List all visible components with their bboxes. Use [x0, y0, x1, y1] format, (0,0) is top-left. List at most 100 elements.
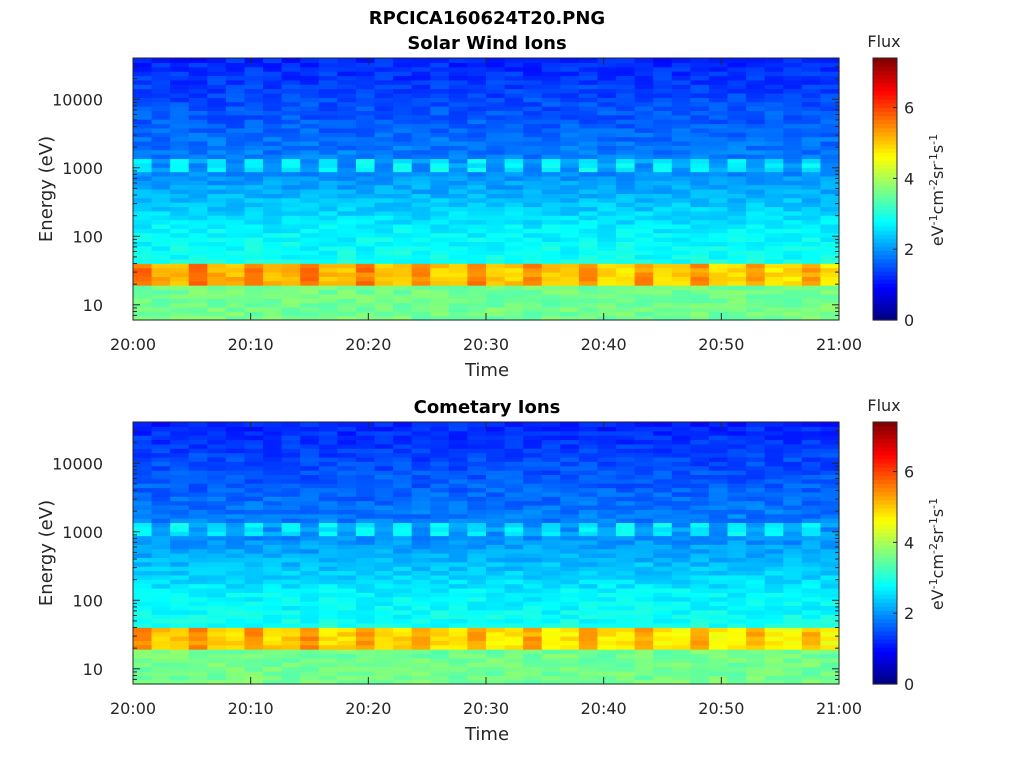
colorbar-step: [873, 516, 897, 521]
colorbar-step: [873, 221, 897, 227]
heatmap-cell: [727, 228, 747, 234]
heatmap-cell: [560, 522, 580, 528]
heatmap-cell: [448, 592, 469, 598]
heatmap-cell: [355, 478, 376, 484]
heatmap-cell: [244, 140, 264, 146]
heatmap-cell: [764, 426, 784, 432]
heatmap-cell: [820, 640, 840, 646]
heatmap-cell: [244, 293, 264, 299]
heatmap-cell: [616, 430, 636, 436]
heatmap-cell: [337, 653, 357, 659]
heatmap-cell: [170, 311, 190, 317]
heatmap-cell: [783, 127, 803, 133]
heatmap-cell: [783, 136, 803, 142]
heatmap-cell: [151, 75, 171, 81]
heatmap-cell: [541, 657, 561, 663]
heatmap-cell: [467, 311, 487, 317]
heatmap-cell: [467, 653, 487, 659]
heatmap-cell: [597, 614, 617, 620]
heatmap-cell: [504, 587, 524, 593]
heatmap-cell: [244, 71, 264, 77]
heatmap-cell: [374, 106, 394, 111]
heatmap-cell: [671, 557, 691, 563]
heatmap-cell: [467, 574, 487, 580]
heatmap-cell: [820, 175, 840, 181]
heatmap-cell: [578, 114, 599, 120]
heatmap-cell: [300, 136, 320, 142]
heatmap-cell: [281, 496, 301, 502]
heatmap-cell: [690, 618, 710, 624]
heatmap-cell: [486, 649, 506, 655]
heatmap-cell: [783, 553, 803, 558]
heatmap-cell: [783, 210, 803, 216]
heatmap-cell: [653, 75, 673, 81]
heatmap-cell: [448, 306, 469, 312]
heatmap-cell: [486, 653, 506, 659]
heatmap-cell: [541, 487, 561, 493]
heatmap-cell: [783, 627, 803, 633]
heatmap-cell: [393, 662, 413, 668]
heatmap-cell: [616, 483, 636, 489]
heatmap-cell: [746, 422, 766, 427]
heatmap-cell: [820, 101, 840, 107]
heatmap-cell: [727, 579, 747, 585]
heatmap-cell: [188, 254, 208, 260]
heatmap-cell: [374, 75, 394, 81]
heatmap-cell: [318, 627, 338, 633]
heatmap-cell: [337, 496, 357, 502]
heatmap-cell: [411, 114, 431, 120]
heatmap-cell: [523, 504, 543, 510]
heatmap-cell: [244, 539, 264, 545]
heatmap-cell: [467, 583, 487, 589]
heatmap-cell: [188, 448, 208, 454]
heatmap-cell: [653, 666, 673, 672]
heatmap-cell: [337, 679, 357, 685]
heatmap-cell: [448, 426, 469, 432]
heatmap-cell: [634, 258, 654, 264]
heatmap-cell: [411, 583, 431, 589]
heatmap-cell: [727, 574, 747, 580]
heatmap-cell: [690, 180, 710, 186]
heatmap-cell: [541, 618, 561, 624]
heatmap-cell: [801, 58, 822, 63]
heatmap-cell: [337, 106, 357, 111]
heatmap-cell: [783, 509, 803, 515]
heatmap-cell: [467, 513, 487, 519]
heatmap-cell: [225, 123, 246, 129]
heatmap-cell: [244, 605, 264, 611]
heatmap-cell: [133, 276, 153, 282]
heatmap-cell: [486, 311, 506, 317]
heatmap-cell: [560, 184, 580, 190]
heatmap-cell: [801, 306, 822, 312]
heatmap-cell: [263, 241, 283, 247]
heatmap-cell: [225, 614, 246, 620]
heatmap-cell: [616, 487, 636, 493]
heatmap-cell: [764, 232, 784, 238]
heatmap-cell: [151, 474, 171, 480]
heatmap-cell: [151, 504, 171, 510]
heatmap-cell: [151, 587, 171, 593]
heatmap-cell: [764, 592, 784, 598]
heatmap-cell: [504, 504, 524, 510]
heatmap-cell: [486, 197, 506, 203]
heatmap-cell: [430, 596, 450, 602]
heatmap-cell: [541, 306, 561, 312]
colorbar-step: [873, 311, 897, 317]
heatmap-cell: [188, 293, 208, 299]
heatmap-cell: [188, 219, 208, 225]
heatmap-cell: [393, 553, 413, 558]
heatmap-cell: [597, 97, 617, 103]
heatmap-cell: [578, 531, 599, 537]
heatmap-cell: [486, 666, 506, 672]
heatmap-cell: [318, 232, 338, 238]
heatmap-cell: [504, 241, 524, 247]
heatmap-cell: [801, 289, 822, 295]
heatmap-cell: [207, 75, 227, 81]
heatmap-cell: [690, 657, 710, 663]
heatmap-cell: [727, 439, 747, 445]
heatmap-cell: [355, 496, 376, 502]
heatmap-cell: [170, 293, 190, 299]
heatmap-cell: [783, 237, 803, 242]
heatmap-cell: [597, 88, 617, 94]
heatmap-cell: [393, 439, 413, 445]
